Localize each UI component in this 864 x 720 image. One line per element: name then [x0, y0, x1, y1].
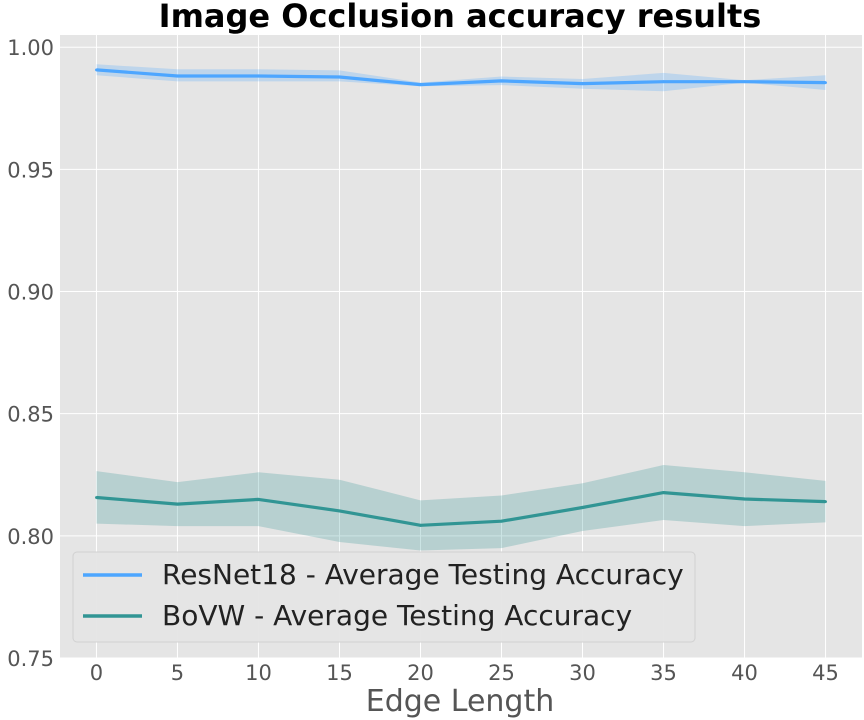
y-tick-label: 1.00 [7, 36, 54, 60]
x-tick-label: 5 [171, 661, 184, 685]
point-bovw [338, 509, 341, 513]
line-resnet18 [96, 68, 826, 87]
legend-label-bovw: BoVW - Average Testing Accuracy [162, 599, 632, 632]
y-tick-label: 0.80 [7, 525, 54, 549]
y-tick-labels: 0.75 0.80 0.85 0.90 0.95 1.00 [7, 36, 54, 671]
point-bovw [176, 502, 179, 506]
point-resnet18 [743, 80, 746, 84]
band-bovw [96, 465, 826, 551]
legend: ResNet18 - Average Testing Accuracy BoVW… [72, 551, 696, 643]
point-resnet18 [500, 79, 503, 83]
point-resnet18 [257, 74, 260, 78]
point-resnet18 [176, 74, 179, 78]
x-tick-label: 0 [90, 661, 103, 685]
point-bovw [743, 497, 746, 501]
x-tick-label: 25 [488, 661, 515, 685]
x-tick-label: 30 [569, 661, 596, 685]
line-bovw [96, 491, 826, 527]
y-tick-label: 0.75 [7, 647, 54, 671]
point-resnet18 [581, 82, 584, 86]
x-tick-label: 40 [731, 661, 758, 685]
y-tick-label: 0.95 [7, 158, 54, 182]
point-resnet18 [95, 68, 98, 72]
point-bovw [95, 496, 98, 499]
series-lines [95, 68, 827, 527]
point-bovw [257, 498, 260, 501]
grid-lines [60, 35, 862, 659]
point-resnet18 [338, 75, 341, 79]
point-resnet18 [824, 81, 827, 85]
chart-title: Image Occlusion accuracy results [159, 0, 762, 35]
confidence-bands [96, 64, 826, 551]
x-tick-label: 15 [326, 661, 353, 685]
point-resnet18 [419, 83, 422, 86]
point-resnet18 [662, 80, 665, 84]
point-bovw [824, 500, 827, 504]
legend-box [72, 551, 696, 643]
x-axis-label: Edge Length [366, 684, 555, 719]
point-bovw [581, 506, 584, 509]
point-bovw [500, 519, 503, 523]
x-tick-labels: 0 5 10 15 20 25 30 35 40 45 [90, 661, 839, 685]
x-tick-label: 35 [650, 661, 677, 685]
point-bovw [419, 523, 422, 527]
legend-label-resnet18: ResNet18 - Average Testing Accuracy [162, 558, 684, 591]
x-tick-label: 10 [245, 661, 272, 685]
y-tick-label: 0.85 [7, 403, 54, 427]
point-bovw [662, 491, 665, 494]
y-tick-label: 0.90 [7, 281, 54, 305]
band-resnet18 [96, 64, 826, 92]
x-tick-label: 20 [407, 661, 434, 685]
x-tick-label: 45 [812, 661, 839, 685]
